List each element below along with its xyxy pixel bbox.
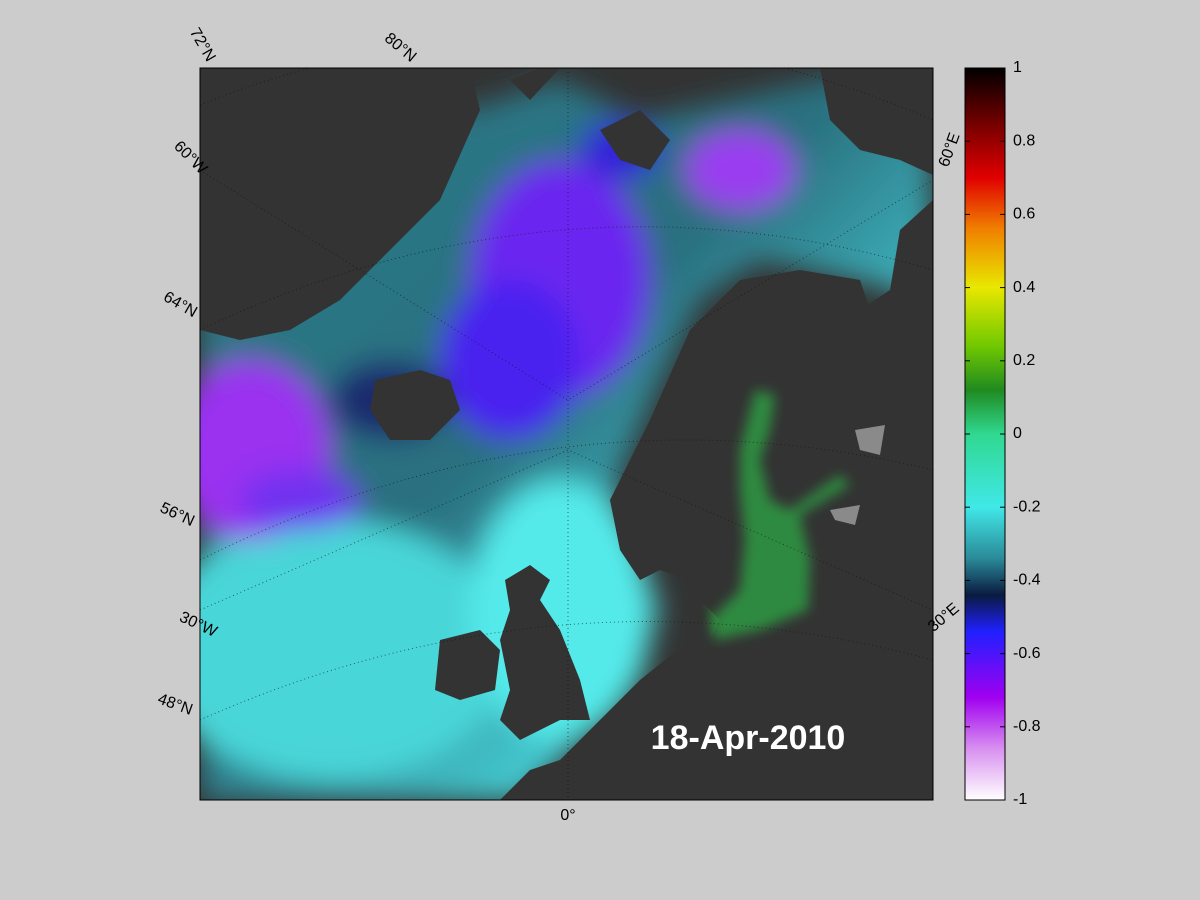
map-frame [199,67,934,801]
grid-label: 80°N [381,30,419,66]
colorbar-tick-label: -1 [1013,791,1027,808]
grid-label: 48°N [155,691,194,719]
colorbar-tick-label: 0.6 [1013,206,1035,223]
colorbar-tick-label: 1 [1013,59,1022,76]
map: 18-Apr-2010 [200,68,933,800]
grid-label: 0° [560,807,575,824]
date-label: 18-Apr-2010 [651,719,846,757]
colorbar-tick-label: 0 [1013,425,1022,442]
baltic [710,390,850,640]
colorbar-tick-label: -0.8 [1013,718,1041,735]
colorbar-tick-label: 0.4 [1013,279,1035,296]
grid-line [200,68,933,121]
grid-label: 56°N [157,499,197,530]
grid-label: 64°N [160,288,199,321]
colorbar-tick-label: -0.4 [1013,572,1041,589]
colorbar-tick-label: -0.6 [1013,645,1041,662]
grid-line [200,439,933,561]
grid-line [200,169,933,401]
colorbar-tick-label: 0.8 [1013,132,1035,149]
grid-label: 72°N [186,25,219,64]
land [200,68,933,800]
colorbar-tick-label: -0.2 [1013,498,1041,515]
colorbar-tick-label: 0.2 [1013,352,1035,369]
grid-label: 60°E [936,131,964,170]
colorbar [964,67,1006,801]
